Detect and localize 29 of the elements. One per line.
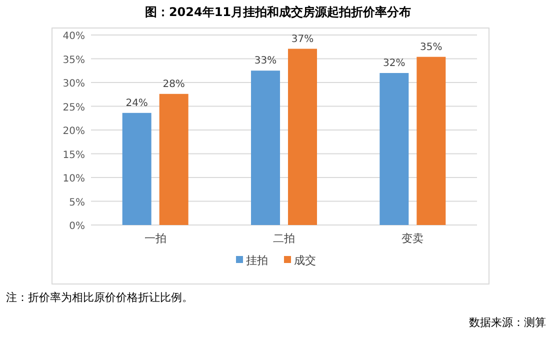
x-tick-label: 变卖 [402, 232, 424, 245]
y-tick-label: 0% [69, 221, 85, 232]
text: 注：折价率为相比原价价格折让比例。 [6, 291, 193, 304]
x-tick-label: 二拍 [273, 232, 295, 245]
y-tick-label: 25% [62, 102, 85, 114]
data-label: 33% [254, 56, 277, 67]
data-label: 35% [420, 42, 442, 53]
bar [122, 112, 152, 225]
legend-label: 成交 [294, 254, 316, 267]
data-label: 32% [383, 58, 406, 69]
y-tick-label: 40% [62, 31, 85, 42]
y-tick-label: 35% [62, 54, 85, 66]
data-label: 28% [162, 78, 185, 90]
bar [251, 70, 280, 225]
bar [288, 48, 317, 225]
chart-title: 图：2024年11月挂拍和成交房源起拍折价率分布 [144, 5, 412, 19]
data-label: 24% [126, 98, 148, 109]
bar [416, 56, 446, 225]
bar [159, 94, 188, 225]
x-tick-label: 一拍 [144, 232, 166, 245]
y-tick-label: 30% [62, 78, 85, 90]
y-tick-label: 15% [62, 150, 85, 161]
y-tick-label: 20% [62, 126, 85, 137]
bar [380, 73, 409, 225]
legend-label: 挂拍 [246, 254, 268, 267]
y-tick-label: 10% [62, 174, 85, 184]
y-tick-label: 5% [69, 197, 85, 208]
source-note: 数据来源：测算 [469, 316, 546, 329]
data-label: 37% [291, 34, 314, 45]
